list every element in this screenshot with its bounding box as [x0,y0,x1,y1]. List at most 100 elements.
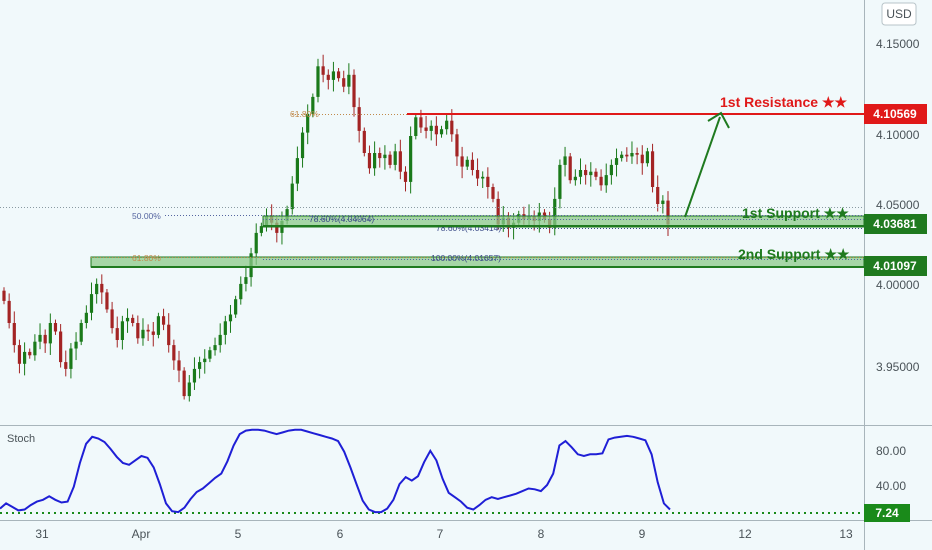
candle-body[interactable] [17,345,22,364]
candle-body[interactable] [146,329,150,332]
candle-body[interactable] [203,358,207,363]
candle-body[interactable] [69,348,73,369]
candle-body[interactable] [28,351,32,356]
candle-body[interactable] [131,317,135,323]
candle-body[interactable] [553,198,557,228]
candle-body[interactable] [367,153,372,169]
candle-body[interactable] [228,314,233,322]
candle-body[interactable] [491,187,495,199]
candle-body[interactable] [275,222,279,233]
candle-body[interactable] [110,309,114,329]
time-axis[interactable]: 31 Apr 5 6 7 8 9 12 13 [35,527,853,541]
candle-body[interactable] [635,153,639,155]
candle-body[interactable] [290,183,294,210]
candle-body[interactable] [105,292,109,310]
candle-body[interactable] [378,153,382,159]
candle-body[interactable] [218,334,222,346]
currency-box[interactable] [881,2,917,26]
candle-body[interactable] [362,130,366,153]
candle-body[interactable] [89,294,94,313]
candle-body[interactable] [465,159,469,167]
candle-body[interactable] [234,299,238,315]
candle-body[interactable] [352,74,356,108]
candle-body[interactable] [48,323,52,344]
candle-body[interactable] [316,66,320,97]
candle-body[interactable] [481,176,485,179]
candle-body[interactable] [594,171,598,177]
candle-body[interactable] [259,226,263,233]
candle-body[interactable] [584,170,588,176]
price-axis[interactable]: USD 4.15000 4.10000 4.05000 4.00000 3.95… [876,2,920,374]
candle-body[interactable] [434,125,438,135]
candle-body[interactable] [7,300,11,323]
candle-body[interactable] [182,370,186,397]
candle-body[interactable] [563,156,567,165]
candle-body[interactable] [306,113,310,133]
candle-body[interactable] [2,290,6,301]
candle-body[interactable] [151,331,155,335]
candle-body[interactable] [125,317,130,322]
candle-body[interactable] [172,345,176,361]
candle-body[interactable] [604,175,608,186]
candle-body[interactable] [578,170,583,177]
candle-body[interactable] [455,134,459,157]
candle-body[interactable] [53,323,58,332]
candle-body[interactable] [141,329,145,339]
candle-body[interactable] [403,171,408,182]
candle-body[interactable] [136,323,140,339]
candle-body[interactable] [439,129,444,135]
candle-body[interactable] [475,170,480,179]
candle-body[interactable] [429,125,433,131]
candle-body[interactable] [197,362,202,369]
candle-body[interactable] [640,154,644,164]
candle-body[interactable] [156,316,161,335]
candle-body[interactable] [342,78,346,87]
candle-body[interactable] [388,154,392,165]
candle-body[interactable] [357,107,361,131]
candle-body[interactable] [620,154,624,159]
candle-body[interactable] [33,341,37,356]
candle-body[interactable] [311,96,315,114]
candle-body[interactable] [321,66,325,75]
candle-body[interactable] [609,164,613,176]
candle-body[interactable] [213,345,217,351]
candle-body[interactable] [414,117,418,136]
candle-body[interactable] [239,283,243,300]
candle-body[interactable] [295,158,299,184]
candle-body[interactable] [74,341,78,349]
candle-body[interactable] [373,153,377,169]
candle-body[interactable] [244,277,248,284]
candle-body[interactable] [347,74,351,87]
candle-body[interactable] [650,151,655,187]
candle-body[interactable] [409,136,413,182]
candle-body[interactable] [450,120,454,135]
candle-body[interactable] [161,316,166,325]
candle-body[interactable] [661,200,665,204]
candle-body[interactable] [656,187,660,204]
candle-body[interactable] [254,232,258,254]
candle-body[interactable] [12,323,16,346]
candle-body[interactable] [95,283,99,295]
candle-body[interactable] [120,321,124,340]
candle-body[interactable] [38,334,42,342]
candle-body[interactable] [331,71,336,80]
candle-body[interactable] [115,328,119,340]
candle-body[interactable] [167,324,171,346]
candle-body[interactable] [84,312,88,323]
candle-body[interactable] [445,120,449,130]
candle-body[interactable] [599,176,603,186]
candle-body[interactable] [336,71,341,79]
candle-body[interactable] [326,74,330,80]
candle-body[interactable] [573,176,577,181]
candle-body[interactable] [666,200,670,225]
candle-body[interactable] [79,323,83,342]
candle-body[interactable] [568,156,572,181]
candle-body[interactable] [187,382,191,397]
candle-body[interactable] [470,159,475,170]
candle-body[interactable] [460,156,464,167]
candle-body[interactable] [208,350,212,359]
candle-body[interactable] [192,368,197,383]
candle-body[interactable] [614,158,619,165]
candle-body[interactable] [383,154,387,159]
